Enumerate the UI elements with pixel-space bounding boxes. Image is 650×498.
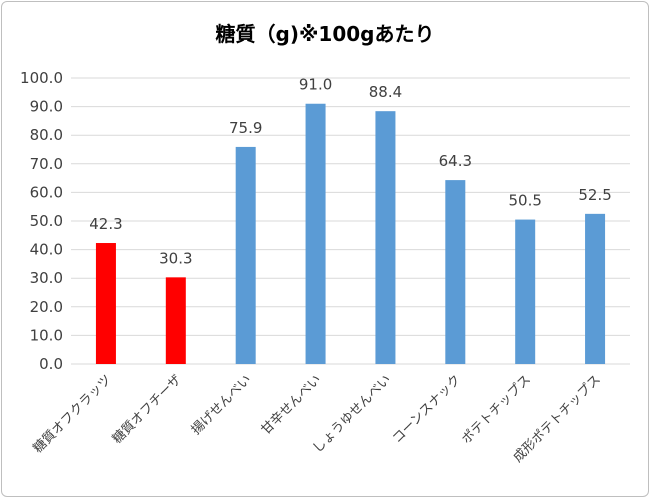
bar (305, 103, 326, 365)
category-label: 糖質オフチーザ (109, 372, 184, 447)
bar (515, 219, 536, 364)
y-tick-label: 40.0 (30, 241, 63, 259)
y-tick-label: 100.0 (20, 69, 63, 87)
bar (445, 180, 466, 364)
category-label: しょうゆせんべい (310, 372, 394, 456)
gridlines (71, 77, 630, 365)
y-axis-tick-labels: 0.0 10.0 20.0 30.0 40.0 50.0 60.0 70.0 80.0 90.0 1… (20, 69, 63, 373)
y-tick-label: 0.0 (39, 355, 63, 373)
data-label: 64.3 (439, 152, 472, 170)
data-labels: 42.3 30.3 75.9 91.0 88.4 64.3 50.5 52.5 (89, 76, 612, 268)
data-label: 91.0 (299, 76, 332, 94)
bars (95, 103, 606, 365)
category-label: ポテトチップス (459, 372, 534, 447)
bar (235, 146, 256, 364)
data-label: 50.5 (508, 192, 541, 210)
bar (165, 277, 186, 364)
y-tick-label: 30.0 (30, 269, 63, 287)
data-label: 88.4 (369, 83, 402, 101)
data-label: 30.3 (159, 249, 192, 267)
data-label: 52.5 (578, 186, 611, 204)
chart-title: 糖質（g)※100gあたり (215, 22, 435, 46)
y-tick-label: 90.0 (30, 98, 63, 116)
category-label: 揚げせんべい (188, 372, 254, 438)
bar (95, 243, 116, 364)
y-tick-label: 50.0 (30, 212, 63, 230)
y-tick-label: 20.0 (30, 298, 63, 316)
y-tick-label: 10.0 (30, 326, 63, 344)
y-tick-label: 80.0 (30, 126, 63, 144)
category-label: コーンスナック (390, 372, 464, 446)
category-label: 甘辛せんべい (259, 372, 325, 438)
y-tick-label: 70.0 (30, 155, 63, 173)
data-label: 42.3 (89, 215, 122, 233)
bar (585, 213, 606, 364)
y-tick-label: 60.0 (30, 183, 63, 201)
bar (375, 111, 396, 365)
category-label: 糖質オフクラッツ (30, 372, 115, 457)
data-label: 75.9 (229, 119, 262, 137)
